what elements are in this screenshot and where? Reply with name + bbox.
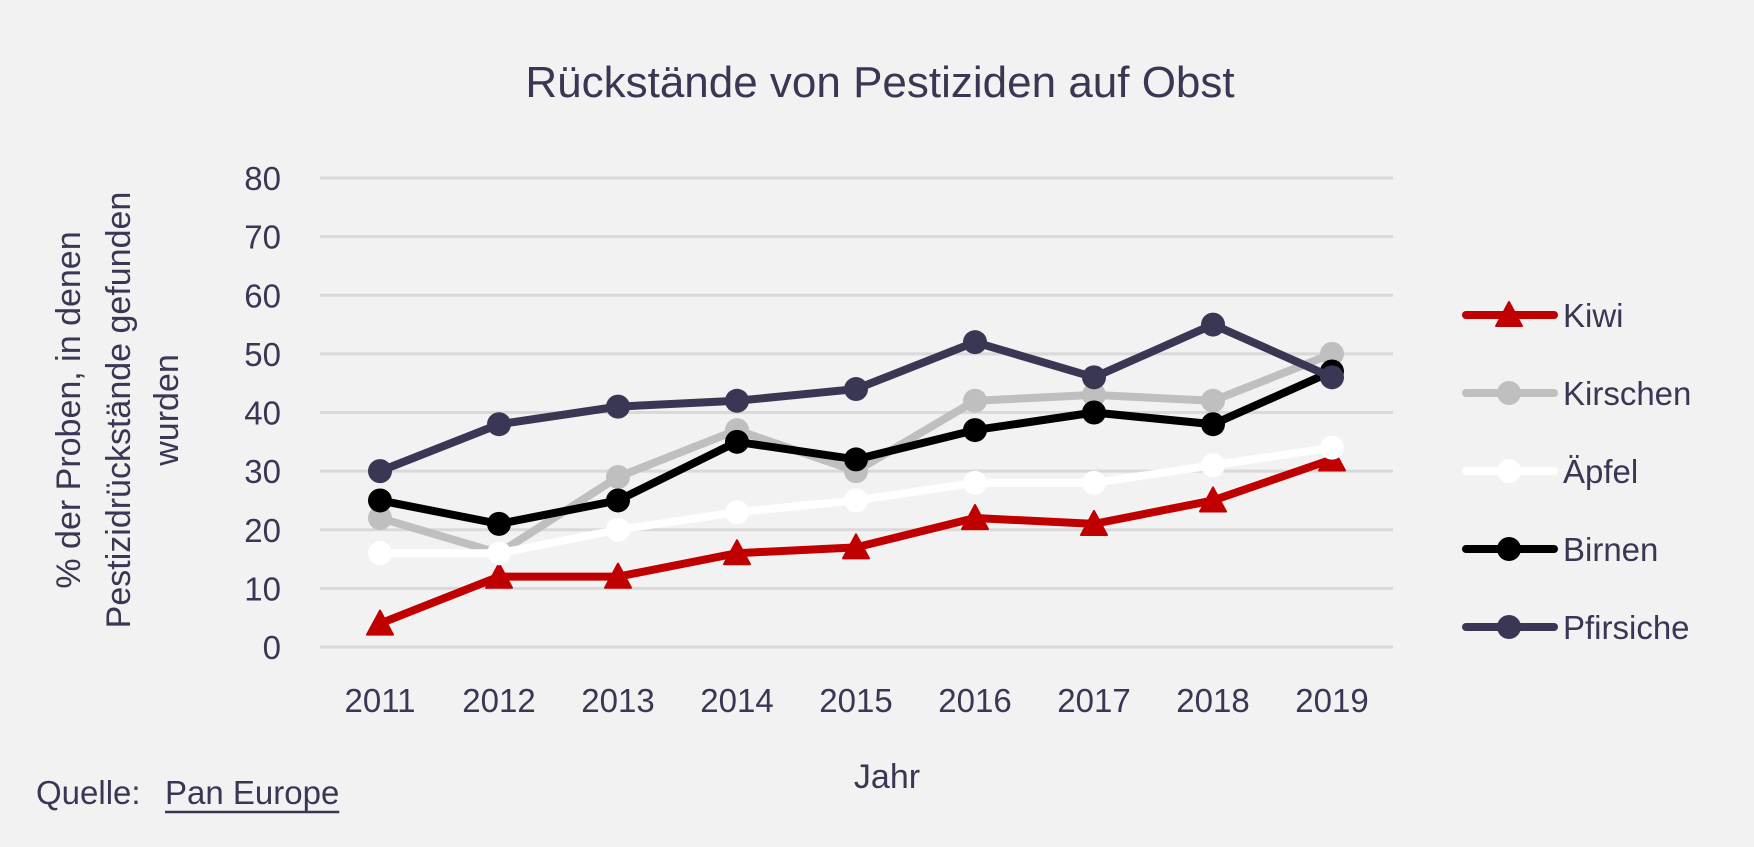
data-point-birnen (963, 418, 987, 443)
y-axis-label-line-3: wurden (148, 354, 186, 467)
data-point-birnen (606, 488, 630, 513)
chart-title: Rückstände von Pestiziden auf Obst (525, 58, 1234, 107)
data-point-pfirsiche (963, 330, 987, 355)
data-point-birnen (1082, 400, 1106, 425)
legend-marker-icon (1497, 459, 1521, 483)
data-point-kirschen (1320, 341, 1344, 366)
y-axis-label-line-2: Pestizidrückstände gefunden (100, 192, 138, 629)
legend-item-pfirsiche: Pfirsiche (1462, 609, 1690, 646)
y-tick-label: 70 (244, 219, 281, 256)
series-aepfel (368, 435, 1344, 566)
legend-label: Kiwi (1563, 297, 1624, 334)
data-point-pfirsiche (606, 394, 630, 419)
y-axis-ticks: 0 10 20 30 40 50 60 70 80 (244, 160, 281, 666)
x-tick-label: 2014 (700, 682, 773, 719)
data-point-pfirsiche (725, 388, 749, 413)
legend-marker-icon (1497, 615, 1521, 639)
source-note: Quelle: Pan Europe (36, 774, 340, 814)
y-tick-label: 10 (244, 570, 281, 607)
series-pfirsiche (368, 312, 1344, 484)
data-point-aepfel (963, 470, 987, 495)
legend: Kiwi Kirschen Äpfel Birnen Pfirsiche (1462, 297, 1691, 646)
x-tick-label: 2012 (462, 682, 535, 719)
data-point-birnen (487, 511, 511, 536)
x-tick-label: 2016 (938, 682, 1011, 719)
data-point-aepfel (844, 488, 868, 513)
data-point-kiwi (1080, 509, 1108, 536)
x-tick-label: 2019 (1295, 682, 1368, 719)
data-point-kirschen (1082, 382, 1106, 407)
data-point-kiwi (1199, 486, 1227, 513)
data-point-pfirsiche (1201, 312, 1225, 337)
series-layer (366, 312, 1346, 636)
data-point-pfirsiche (1320, 365, 1344, 390)
y-tick-label: 20 (244, 512, 281, 549)
source-label: Quelle: (36, 774, 141, 811)
legend-label: Kirschen (1563, 375, 1691, 412)
data-point-kiwi (723, 539, 751, 566)
x-axis-label: Jahr (854, 758, 920, 796)
x-tick-label: 2018 (1176, 682, 1249, 719)
x-tick-label: 2015 (819, 682, 892, 719)
data-point-kiwi (604, 562, 632, 589)
y-tick-label: 80 (244, 160, 281, 197)
legend-label: Pfirsiche (1563, 609, 1690, 646)
legend-marker-icon (1497, 381, 1521, 405)
data-point-aepfel (487, 541, 511, 566)
data-point-kiwi (842, 533, 870, 560)
legend-marker-icon (1497, 537, 1521, 561)
data-point-aepfel (725, 500, 749, 525)
data-point-kiwi (961, 504, 989, 531)
series-kiwi (366, 445, 1346, 636)
data-point-kiwi (366, 609, 394, 636)
data-point-aepfel (1082, 470, 1106, 495)
data-point-aepfel (1201, 453, 1225, 478)
x-tick-label: 2017 (1057, 682, 1130, 719)
y-tick-label: 0 (263, 629, 281, 666)
data-point-kirschen (1201, 388, 1225, 413)
data-point-aepfel (368, 541, 392, 566)
data-point-kirschen (606, 464, 630, 489)
legend-marker-icon (1495, 301, 1523, 328)
data-point-pfirsiche (487, 412, 511, 437)
y-tick-label: 40 (244, 395, 281, 432)
data-point-birnen (725, 429, 749, 454)
source-link[interactable]: Pan Europe (165, 774, 339, 811)
y-axis-label: % der Proben, in denen Pestizidrückständ… (50, 192, 186, 629)
y-tick-label: 30 (244, 453, 281, 490)
legend-label: Äpfel (1563, 453, 1638, 490)
data-point-kirschen (368, 506, 392, 531)
data-point-pfirsiche (844, 377, 868, 402)
data-point-birnen (844, 447, 868, 472)
data-point-kirschen (963, 388, 987, 413)
data-point-kiwi (485, 562, 513, 589)
legend-item-birnen: Birnen (1462, 531, 1658, 568)
data-point-pfirsiche (368, 459, 392, 484)
data-point-birnen (1201, 412, 1225, 437)
data-point-birnen (368, 488, 392, 513)
data-point-aepfel (1320, 435, 1344, 460)
y-tick-label: 60 (244, 277, 281, 314)
y-tick-label: 50 (244, 336, 281, 373)
x-tick-label: 2013 (581, 682, 654, 719)
data-point-aepfel (606, 517, 630, 542)
data-point-pfirsiche (1082, 365, 1106, 390)
x-axis-ticks: 2011 2012 2013 2014 2015 2016 2017 2018 2019 (345, 682, 1369, 719)
x-tick-label: 2011 (345, 682, 416, 719)
legend-item-kiwi: Kiwi (1462, 297, 1624, 334)
y-axis-label-line-1: % der Proben, in denen (50, 231, 88, 588)
legend-label: Birnen (1563, 531, 1658, 568)
legend-item-kirschen: Kirschen (1462, 375, 1691, 412)
legend-item-aepfel: Äpfel (1462, 453, 1638, 490)
